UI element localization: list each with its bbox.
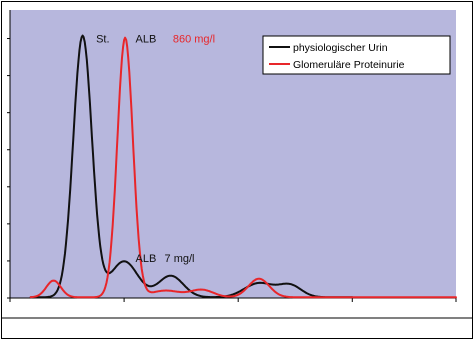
annotation-label: 7 mg/l	[165, 253, 195, 265]
annotation-label: St.	[96, 34, 109, 46]
series-line-glomerulaere-proteinurie	[29, 36, 457, 299]
legend: physiologischer Urin Glomeruläre Protein…	[262, 35, 451, 75]
legend-label-physiologischer-urin: physiologischer Urin	[293, 42, 388, 54]
annotation-label: ALB	[136, 253, 157, 265]
annotations: St. ALB 860 mg/l ALB 7 mg/l	[96, 34, 215, 265]
x-ticks	[9, 298, 457, 302]
legend-label-glomerulaere-proteinurie: Glomeruläre Proteinurie	[293, 59, 405, 71]
annotation-label: 860 mg/l	[173, 34, 215, 46]
legend-box	[262, 35, 451, 75]
annotation-label: ALB	[136, 34, 157, 46]
series-group	[29, 34, 457, 299]
